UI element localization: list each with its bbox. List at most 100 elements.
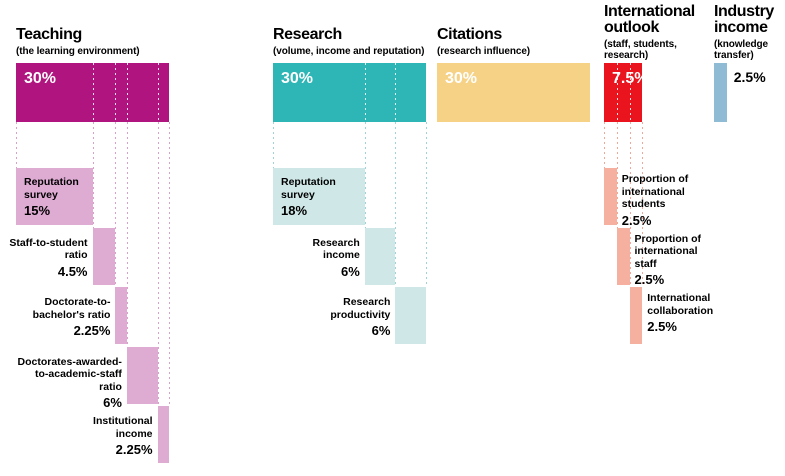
- child-label-line: International: [647, 292, 711, 304]
- child-value: 6%: [371, 323, 391, 338]
- child-label-line: bachelor's ratio: [32, 308, 111, 321]
- weight-bar-industry-income: [714, 63, 727, 122]
- child-value: 4.5%: [57, 263, 88, 279]
- child-block-international-outlook: [616, 227, 630, 285]
- child-label-line: Doctorate-to-: [44, 296, 111, 308]
- section-subtitle: (research influence): [437, 46, 531, 57]
- drop-line: [92, 122, 94, 228]
- weight-label-research: 30%: [281, 70, 314, 87]
- drop-line: [604, 122, 605, 168]
- section-header-research: Research (volume, income and reputation): [273, 26, 425, 58]
- child-label-line: Proportion of: [621, 173, 689, 185]
- bar-divider: [629, 63, 631, 122]
- child-label-line: international: [634, 245, 698, 257]
- child-label: Institutional income 2.25%: [93, 415, 153, 457]
- child-block-teaching: [16, 168, 93, 225]
- weight-label-international-outlook: 7.5%: [604, 63, 648, 88]
- child-label-line: Staff-to-student: [9, 236, 88, 249]
- child-label: Research productivity 6%: [330, 296, 390, 338]
- child-value: 2.5%: [621, 212, 652, 228]
- child-label-line: Research: [343, 296, 391, 308]
- weight-bar-citations: 30%: [437, 63, 590, 122]
- section-title: Teaching: [16, 26, 82, 43]
- child-label-line: staff: [634, 257, 657, 270]
- section-subtitle: (the learning environment): [16, 46, 140, 57]
- section-header-industry-income: Industry income (knowledge transfer): [714, 3, 774, 62]
- drop-line: [616, 122, 618, 228]
- drop-line: [426, 122, 427, 287]
- drop-line: [169, 122, 170, 406]
- weight-bar-research: 30%: [273, 63, 426, 122]
- child-value: 18%: [281, 203, 308, 218]
- child-block-teaching: [126, 346, 158, 404]
- child-label: Doctorate-to-bachelor's ratio 2.25%: [33, 296, 111, 338]
- child-label-line: collaboration: [647, 304, 714, 317]
- bar-divider: [126, 63, 128, 122]
- drop-line: [642, 122, 644, 287]
- section-subtitle: (volume, income and reputation): [273, 46, 425, 57]
- child-label-line: survey: [281, 188, 315, 201]
- bar-divider: [616, 63, 618, 122]
- section-title: Research: [273, 26, 342, 43]
- drop-line: [273, 122, 274, 168]
- child-label-line: income: [115, 427, 153, 440]
- bar-divider: [115, 63, 117, 122]
- child-value: 6%: [341, 263, 360, 279]
- child-block-teaching: [115, 287, 127, 344]
- child-block-international-outlook: [604, 168, 617, 225]
- child-label-line: Doctorates-awarded-: [17, 355, 122, 368]
- child-label-line: students: [621, 198, 666, 210]
- child-label: Research income 6%: [313, 237, 360, 279]
- child-block-international-outlook: [629, 287, 643, 344]
- child-label: Staff-to-student ratio 4.5%: [9, 237, 87, 279]
- child-label-line: Proportion of: [634, 232, 702, 245]
- bar-divider: [92, 63, 94, 122]
- child-label-line: income: [323, 249, 360, 261]
- child-block-teaching: [157, 406, 169, 463]
- child-block-teaching: [92, 227, 116, 285]
- drop-line: [157, 122, 159, 406]
- child-label: International collaboration 2.5%: [647, 292, 713, 334]
- weight-label-citations: 30%: [445, 70, 478, 87]
- section-header-citations: Citations (research influence): [437, 27, 531, 58]
- weight-label-industry-income: 2.5%: [733, 69, 766, 85]
- section-title: International: [604, 3, 695, 20]
- section-title: Industry: [714, 3, 774, 20]
- child-label: Proportion of international staff 2.5%: [635, 233, 702, 288]
- child-label-line: ratio: [64, 249, 88, 261]
- child-value: 2.5%: [634, 272, 665, 287]
- child-value: 2.5%: [647, 319, 677, 334]
- child-block-research: [395, 287, 426, 344]
- section-title: income: [714, 19, 768, 36]
- child-block-research: [364, 227, 396, 285]
- child-label-line: Reputation: [24, 176, 79, 188]
- bar-divider: [157, 63, 159, 122]
- child-label-line: ratio: [99, 380, 122, 393]
- bar-divider: [364, 63, 366, 122]
- child-value: 2.25%: [73, 323, 111, 338]
- drop-line: [126, 122, 128, 347]
- child-label: Proportion of international students 2.5%: [622, 173, 689, 228]
- child-label-line: Reputation: [281, 176, 336, 188]
- child-label-line: productivity: [330, 308, 391, 321]
- bar-divider: [395, 63, 397, 122]
- drop-line: [16, 122, 17, 168]
- child-block-research: [273, 168, 365, 225]
- child-label: Reputation survey 18%: [281, 176, 336, 218]
- child-label-line: Institutional: [93, 415, 153, 427]
- section-subtitle: transfer): [714, 50, 754, 61]
- child-label: Reputation survey 15%: [24, 176, 79, 218]
- section-subtitle: (knowledge: [714, 39, 769, 50]
- child-value: 6%: [103, 395, 122, 410]
- child-value: 15%: [24, 203, 51, 218]
- section-header-international-outlook: International outlook (staff, students, res…: [604, 3, 695, 62]
- child-label-line: international: [621, 185, 685, 198]
- child-value: 2.25%: [115, 442, 153, 457]
- child-label: Doctorates-awarded-to-academic-staff rati…: [17, 356, 121, 411]
- child-label-line: Research: [312, 236, 360, 249]
- child-label-line: to-academic-staff: [34, 368, 122, 380]
- weight-label-teaching: 30%: [24, 70, 57, 87]
- section-title: outlook: [604, 19, 659, 36]
- drop-line: [364, 122, 366, 228]
